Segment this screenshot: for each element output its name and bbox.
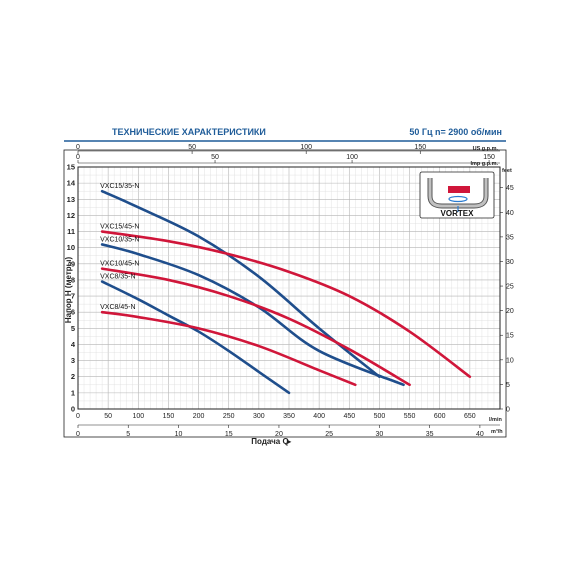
x-axis-label: Подача Q <box>251 437 288 446</box>
x-tick-label-m3h: 10 <box>175 431 183 438</box>
x-tick-label-impgpm: 0 <box>76 154 80 161</box>
feet-tick-label: 25 <box>506 284 514 291</box>
feet-tick-label: 35 <box>506 234 514 241</box>
series-labels: VXC15/35-N VXC15/45-N VXC10/35-N VXC10/45-N… <box>100 183 139 311</box>
unit-lmin: l/min <box>489 417 502 423</box>
x-tick-label-lmin: 300 <box>253 413 265 420</box>
series-label-VXC15/45-N: VXC15/45-N <box>100 224 139 231</box>
series-curve-VXC8/35-N <box>100 280 291 395</box>
feet-tick-label: 40 <box>506 210 514 217</box>
x-axis-arrow: ▸ <box>286 437 292 446</box>
series-curve-VXC10/35-N <box>100 243 405 387</box>
series-curve-VXC15/35-N <box>100 189 381 379</box>
unit-imp-gpm: Imp g.p.m. <box>471 161 499 167</box>
x-tick-label-lmin: 550 <box>404 413 416 420</box>
x-tick-label-m3h: 30 <box>376 431 384 438</box>
x-tick-label-m3h: 35 <box>426 431 434 438</box>
series-label-VXC10/45-N: VXC10/45-N <box>100 261 139 268</box>
y-tick-label: 12 <box>67 211 75 220</box>
x-tick-label-impgpm: 150 <box>483 154 495 161</box>
plot-frame <box>77 166 501 410</box>
unit-m3h: m³/h <box>491 428 503 435</box>
series-label-VXC8/35-N: VXC8/35-N <box>100 274 135 281</box>
y-tick-label: 3 <box>71 356 75 365</box>
x-tick-label-lmin: 350 <box>283 413 295 420</box>
impeller-icon <box>448 186 470 193</box>
chart-spec: 50 Гц n= 2900 об/мин <box>409 127 502 137</box>
y-tick-label: 1 <box>71 388 75 397</box>
series-label-VXC15/35-N: VXC15/35-N <box>100 183 139 190</box>
y-tick-label: 0 <box>71 405 75 414</box>
x-tick-label-m3h: 0 <box>76 431 80 438</box>
x-tick-label-lmin: 600 <box>434 413 446 420</box>
x-tick-label-lmin: 650 <box>464 413 476 420</box>
feet-tick-label: 0 <box>506 407 510 414</box>
x-tick-label-usgpm: 150 <box>414 144 426 151</box>
x-tick-label-m3h: 15 <box>225 431 233 438</box>
series-label-VXC10/35-N: VXC10/35-N <box>100 236 139 243</box>
feet-tick-label: 15 <box>506 333 514 340</box>
unit-us-gpm: US g.p.m. <box>473 146 499 152</box>
feet-tick-label: 10 <box>506 357 514 364</box>
y-tick-label: 7 <box>71 292 75 301</box>
series-curve-VXC10/45-N <box>100 267 411 387</box>
y-axis-label: Напор H (метры) <box>64 257 73 324</box>
unit-feet: feet <box>502 168 512 174</box>
y-tick-label: 10 <box>67 243 75 252</box>
x-tick-label-lmin: 150 <box>163 413 175 420</box>
x-tick-label-m3h: 5 <box>126 431 130 438</box>
x-tick-label-m3h: 20 <box>275 431 283 438</box>
series-curve-VXC15/45-N <box>100 230 472 379</box>
y-tick-label: 11 <box>67 227 75 236</box>
x-tick-label-usgpm: 100 <box>300 144 312 151</box>
tick-labels: 0123456789101112131415051015202530354045… <box>67 144 514 438</box>
x-tick-label-lmin: 250 <box>223 413 235 420</box>
x-tick-label-lmin: 450 <box>343 413 355 420</box>
x-tick-label-lmin: 50 <box>104 413 112 420</box>
x-tick-label-lmin: 500 <box>374 413 386 420</box>
x-tick-label-impgpm: 100 <box>346 154 358 161</box>
x-tick-label-impgpm: 50 <box>211 154 219 161</box>
x-tick-label-lmin: 0 <box>76 413 80 420</box>
y-tick-label: 5 <box>71 324 75 333</box>
vortex-label: VORTEX <box>441 209 475 218</box>
swirl-icon <box>448 195 468 203</box>
y-tick-label: 8 <box>71 275 75 284</box>
series-label-VXC8/45-N: VXC8/45-N <box>100 304 135 311</box>
vortex-inset: VORTEX <box>419 171 495 219</box>
y-tick-label: 15 <box>67 163 75 172</box>
y-tick-label: 6 <box>71 308 75 317</box>
x-tick-label-usgpm: 0 <box>76 144 80 151</box>
x-tick-label-m3h: 40 <box>476 431 484 438</box>
x-tick-label-lmin: 100 <box>132 413 144 420</box>
outer-frame <box>63 149 507 438</box>
series-curve-VXC8/45-N <box>100 310 357 387</box>
x-tick-label-m3h: 25 <box>325 431 333 438</box>
feet-tick-label: 30 <box>506 259 514 266</box>
feet-tick-label: 45 <box>506 185 514 192</box>
series-lines <box>100 189 472 395</box>
y-tick-label: 14 <box>67 179 76 188</box>
y-tick-label: 13 <box>67 195 75 204</box>
x-tick-label-usgpm: 50 <box>188 144 196 151</box>
x-tick-label-lmin: 200 <box>193 413 205 420</box>
y-tick-label: 4 <box>71 340 76 349</box>
chart-title: ТЕХНИЧЕСКИЕ ХАРАКТЕРИСТИКИ <box>112 127 266 137</box>
y-tick-label: 9 <box>71 259 75 268</box>
y-tick-label: 2 <box>71 372 75 381</box>
x-tick-label-lmin: 400 <box>313 413 325 420</box>
feet-tick-label: 5 <box>506 382 510 389</box>
feet-tick-label: 20 <box>506 308 514 315</box>
